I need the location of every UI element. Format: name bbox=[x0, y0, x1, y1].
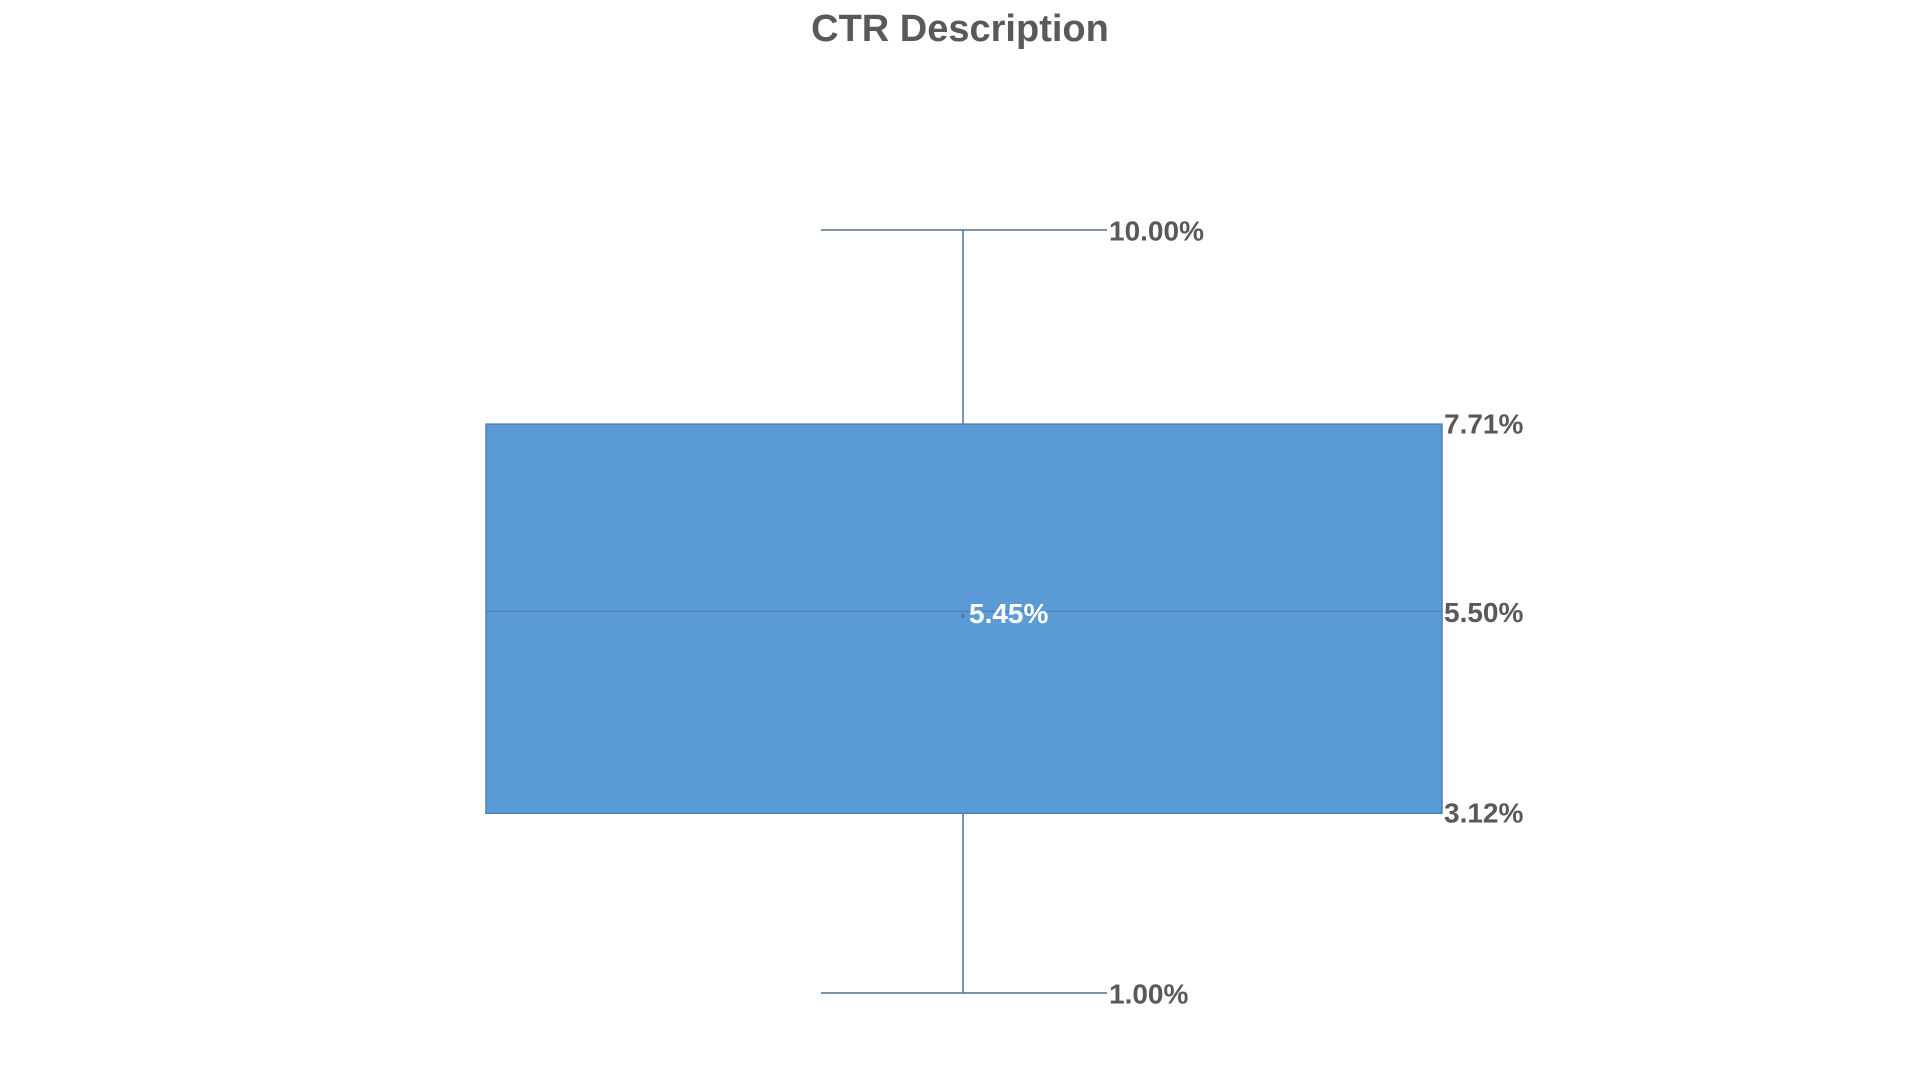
interquartile-box bbox=[485, 423, 1443, 815]
mean-label: 5.45% bbox=[969, 598, 1048, 629]
median-label: 5.50% bbox=[1444, 597, 1523, 628]
max-label: 10.00% bbox=[1109, 215, 1204, 246]
q1-label: 3.12% bbox=[1444, 798, 1523, 829]
q3-label: 7.71% bbox=[1444, 409, 1523, 440]
mean-marker bbox=[961, 613, 965, 618]
chart-title: CTR Description bbox=[811, 8, 1109, 50]
min-label: 1.00% bbox=[1109, 978, 1188, 1009]
